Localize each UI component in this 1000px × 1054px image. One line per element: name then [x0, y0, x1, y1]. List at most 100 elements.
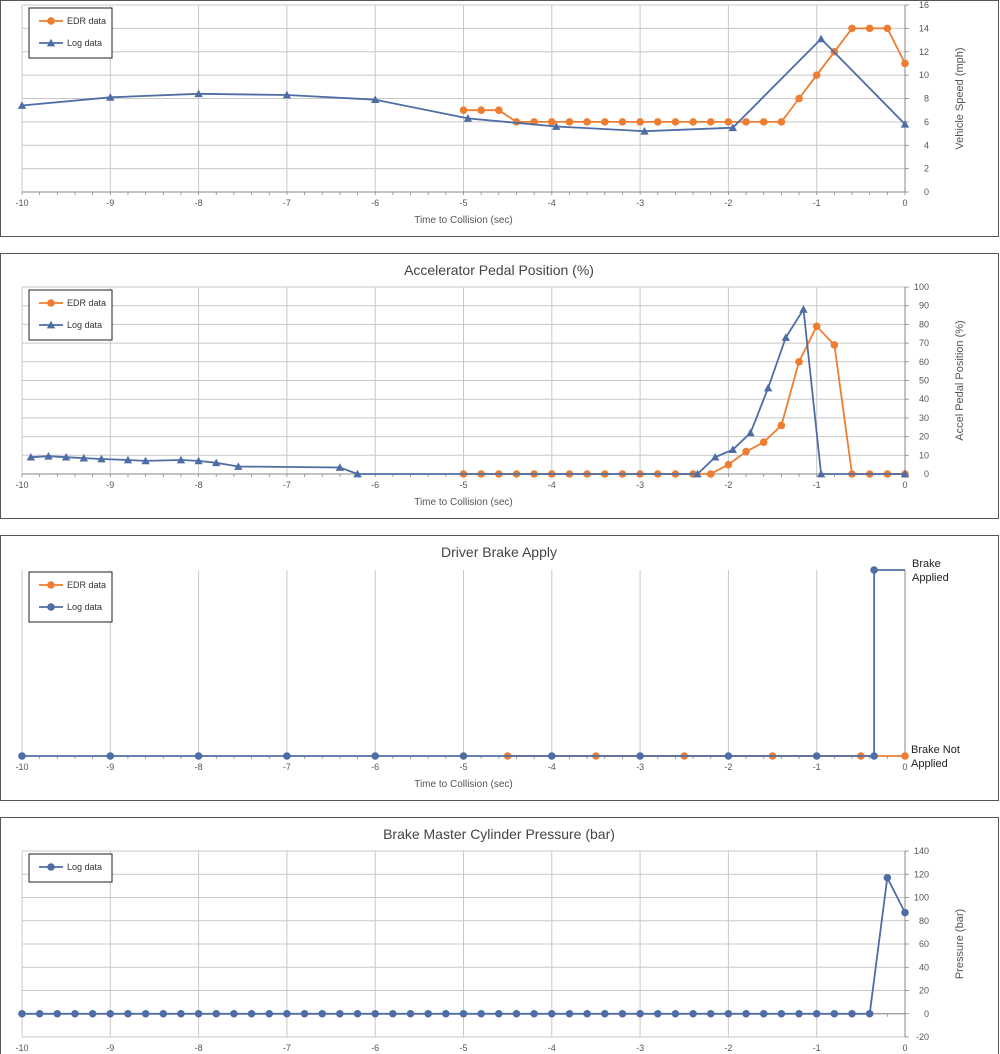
data-point	[724, 1009, 733, 1018]
data-point	[353, 1009, 362, 1018]
y-tick-label: 70	[919, 338, 929, 348]
data-point	[883, 24, 892, 33]
legend: EDR data Log data	[28, 7, 113, 59]
data-point	[693, 469, 702, 478]
data-point	[777, 421, 786, 430]
chart-title: Accelerator Pedal Position (%)	[404, 262, 594, 278]
data-point	[777, 1009, 786, 1018]
legend-box	[28, 289, 113, 341]
data-point	[583, 1009, 591, 1018]
data-point	[406, 1009, 415, 1018]
data-point	[742, 118, 750, 126]
data-point	[710, 452, 720, 461]
data-point	[353, 469, 362, 478]
x-axis-label: Time to Collision (sec)	[414, 779, 513, 790]
data-point	[901, 752, 909, 760]
data-point	[795, 358, 803, 366]
data-point	[194, 89, 203, 98]
data-point	[636, 752, 644, 760]
data-point	[459, 106, 468, 114]
chart-1: -10 -9 -8 -7 -6 -5 -4 -3 -2 -1 00246810121416Time …	[0, 0, 999, 237]
data-point	[795, 94, 803, 103]
y-tick-label: 60	[919, 939, 929, 949]
chart-frame	[0, 253, 999, 519]
data-point	[371, 752, 380, 760]
legend-swatch-marker	[47, 863, 55, 871]
data-point	[728, 445, 738, 454]
data-point	[336, 1009, 344, 1018]
data-point	[177, 1009, 185, 1018]
data-point	[901, 59, 909, 68]
x-tick-label: -7	[283, 1043, 291, 1053]
data-point	[724, 118, 733, 126]
x-tick-label: -5	[459, 480, 467, 490]
data-point	[870, 566, 878, 574]
data-point	[159, 1009, 168, 1018]
data-point	[706, 470, 715, 478]
x-tick-label: -1	[813, 762, 821, 772]
x-tick-label: -4	[548, 762, 556, 772]
x-tick-label: -6	[371, 480, 379, 490]
x-tick-label: -9	[106, 198, 114, 208]
x-tick-label: -2	[724, 480, 732, 490]
data-point	[759, 1009, 768, 1018]
data-point	[61, 452, 71, 461]
data-point	[371, 1009, 380, 1018]
x-tick-label: -4	[548, 198, 556, 208]
data-point	[265, 1009, 274, 1018]
data-point	[671, 118, 680, 126]
data-point	[706, 1009, 715, 1018]
data-point	[759, 118, 768, 126]
y-tick-label: 50	[919, 376, 929, 386]
y-tick-label: 0	[924, 187, 929, 197]
data-point	[746, 428, 755, 437]
legend-entry: EDR data	[67, 16, 106, 26]
data-point	[18, 752, 26, 760]
x-tick-label: -8	[195, 480, 203, 490]
x-tick-label: -8	[195, 198, 203, 208]
y-tick-label: 120	[914, 869, 929, 879]
data-point	[53, 1009, 62, 1018]
x-tick-label: 0	[902, 1043, 907, 1053]
y-tick-label: 4	[924, 140, 929, 150]
data-point	[477, 106, 485, 114]
data-point	[640, 127, 649, 135]
data-point	[816, 34, 826, 43]
data-point	[795, 1009, 803, 1018]
data-point	[689, 1009, 697, 1018]
data-point	[459, 752, 468, 760]
data-point	[781, 333, 790, 341]
data-point	[194, 1009, 203, 1018]
data-point	[97, 454, 106, 463]
data-point	[830, 341, 839, 349]
y-tick-label: 80	[919, 916, 929, 926]
state-label-off-1: Brake Not	[911, 744, 960, 756]
x-tick-label: -4	[548, 1043, 556, 1053]
x-tick-label: -3	[636, 762, 644, 772]
x-tick-label: -5	[459, 762, 467, 772]
y-axis-label: Accel Pedal Position (%)	[954, 320, 966, 440]
legend-box	[28, 571, 113, 623]
data-point	[141, 1009, 150, 1018]
data-point	[194, 456, 203, 465]
data-point	[176, 455, 186, 464]
data-point	[812, 1009, 821, 1018]
data-point	[671, 1009, 680, 1018]
state-label-off-2: Applied	[911, 758, 948, 770]
x-axis-label: Time to Collision (sec)	[414, 497, 513, 508]
data-point	[389, 1009, 397, 1018]
x-tick-label: -5	[459, 1043, 467, 1053]
legend-swatch-marker	[47, 581, 55, 589]
state-label-on-1: Brake	[912, 558, 941, 570]
data-point	[124, 1009, 132, 1018]
data-point	[552, 122, 561, 130]
x-tick-label: -1	[813, 480, 821, 490]
y-axis-label: Pressure (bar)	[954, 909, 966, 979]
data-point	[194, 752, 203, 760]
x-tick-label: -7	[283, 762, 291, 772]
data-point	[283, 1009, 291, 1018]
legend-entry: Log data	[67, 38, 102, 48]
legend-box	[28, 7, 113, 59]
legend-entry: Log data	[67, 602, 102, 612]
